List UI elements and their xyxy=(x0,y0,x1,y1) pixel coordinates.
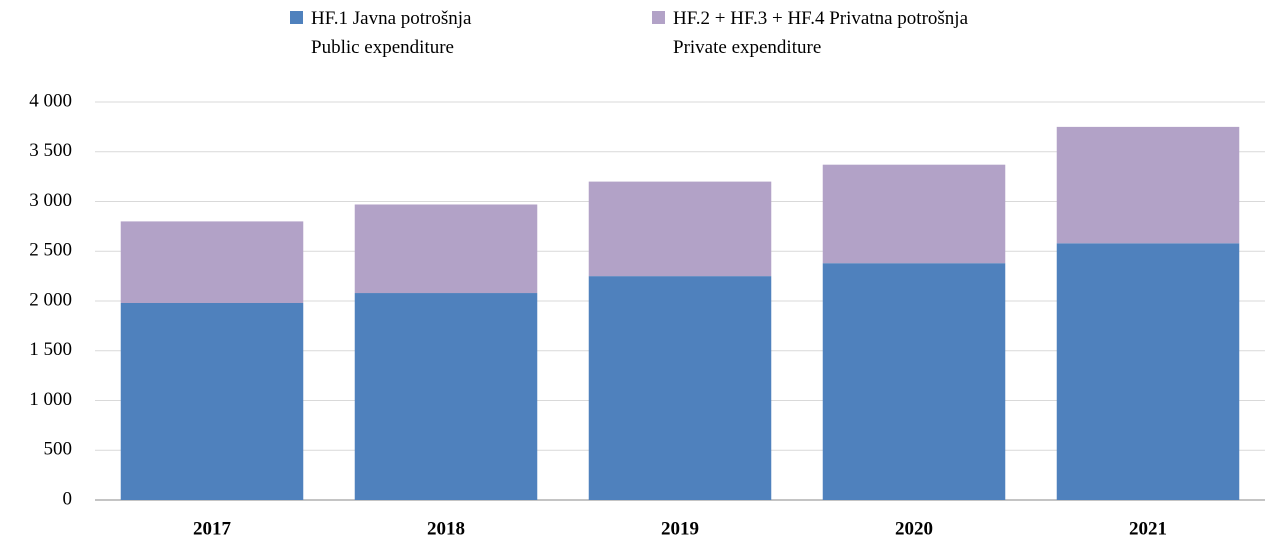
y-tick-label: 3 500 xyxy=(29,140,72,161)
x-tick-label: 2018 xyxy=(427,518,465,539)
x-tick-label: 2017 xyxy=(193,518,232,539)
y-tick-label: 1 000 xyxy=(29,389,72,410)
bar-segment xyxy=(822,164,1006,264)
x-tick-label: 2020 xyxy=(895,518,933,539)
x-tick-label: 2019 xyxy=(661,518,699,539)
y-tick-label: 500 xyxy=(44,439,73,460)
bar-segment xyxy=(822,263,1006,500)
y-tick-label: 1 500 xyxy=(29,339,72,360)
legend-item: HF.1 Javna potrošnja Public expenditure xyxy=(290,4,472,62)
y-tick-label: 4 000 xyxy=(29,90,72,111)
legend-label: HF.1 Javna potrošnja Public expenditure xyxy=(311,8,472,58)
bar-segment xyxy=(588,276,772,500)
legend-item: HF.2 + HF.3 + HF.4 Privatna potrošnja Pr… xyxy=(652,4,968,62)
y-tick-label: 3 000 xyxy=(29,190,72,211)
bar-segment xyxy=(1056,243,1240,501)
legend-label: HF.2 + HF.3 + HF.4 Privatna potrošnja Pr… xyxy=(673,8,969,58)
bar-segment xyxy=(588,181,772,277)
y-tick-label: 2 000 xyxy=(29,289,72,310)
bar-segment xyxy=(120,302,304,500)
bar-segment xyxy=(1056,126,1240,244)
bar-segment xyxy=(120,221,304,303)
x-tick-label: 2021 xyxy=(1129,518,1167,539)
legend-swatch xyxy=(652,11,665,24)
y-tick-label: 2 500 xyxy=(29,240,72,261)
y-tick-label: 0 xyxy=(63,488,73,509)
bar-segment xyxy=(354,293,538,500)
legend-swatch xyxy=(290,11,303,24)
bar-segment xyxy=(354,204,538,294)
